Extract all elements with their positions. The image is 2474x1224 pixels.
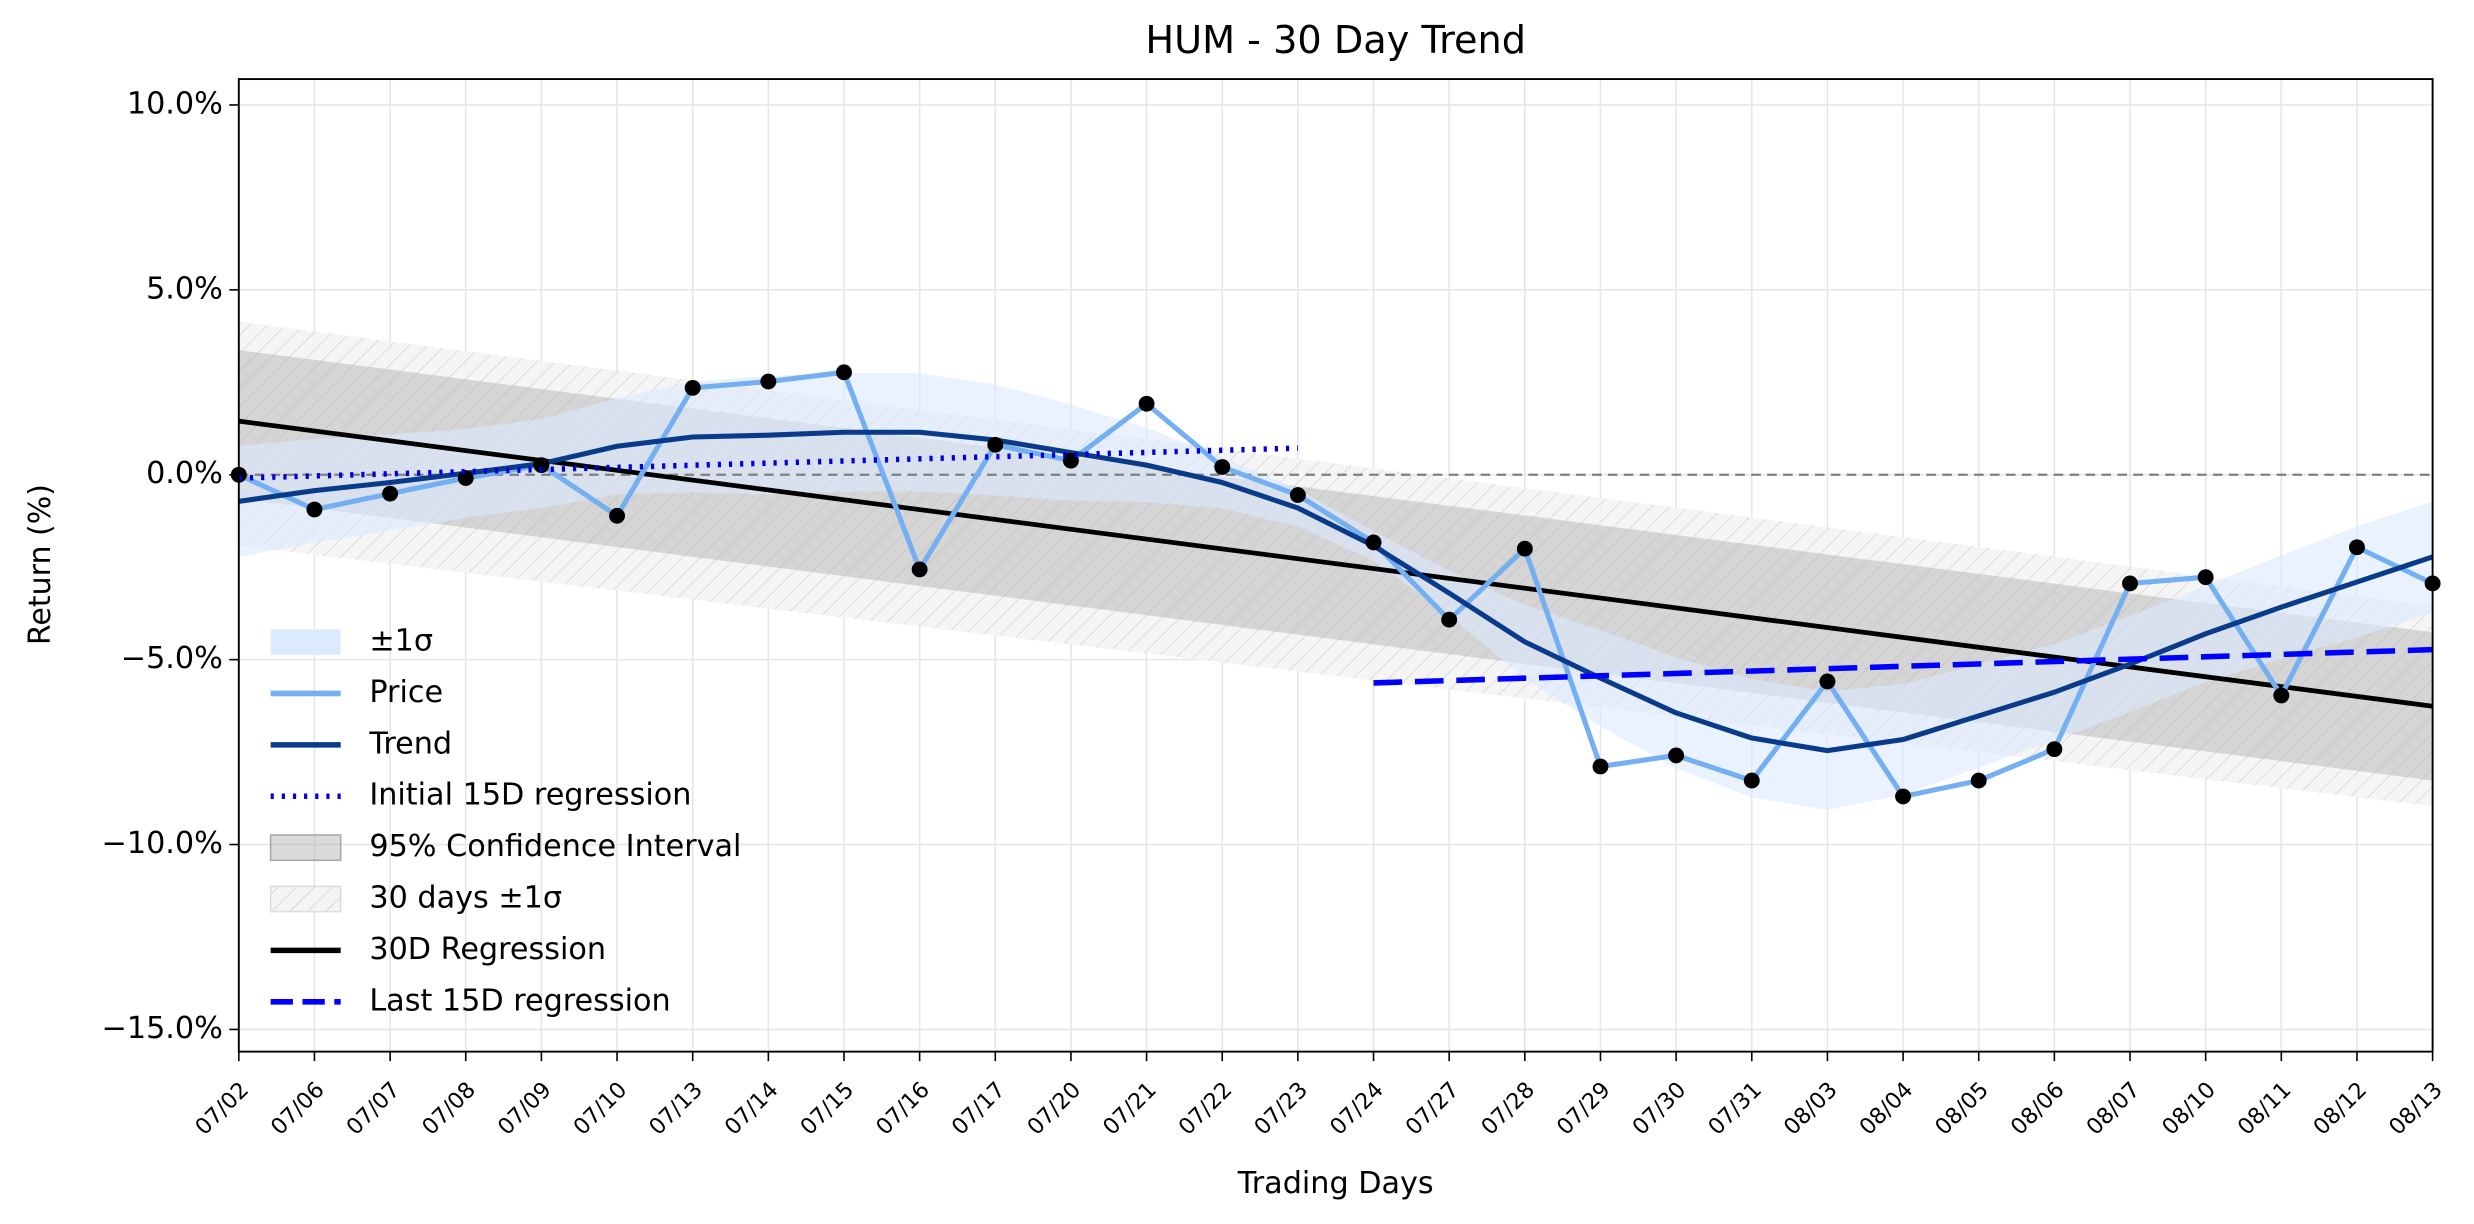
- legend-swatch: [269, 885, 342, 913]
- y-axis-label: Return (%): [23, 484, 58, 645]
- data-point: [1138, 395, 1155, 412]
- x-tick-label: 07/23: [1249, 1077, 1313, 1140]
- x-tick-label: 07/13: [644, 1077, 708, 1140]
- y-tick-label: 0.0%: [146, 456, 223, 491]
- data-point: [1970, 772, 1987, 789]
- y-tick-label: −10.0%: [102, 826, 223, 861]
- x-tick-label: 07/02: [190, 1077, 254, 1140]
- regression-line: [238, 418, 2433, 709]
- data-point: [2348, 539, 2365, 556]
- regression-line: [1373, 646, 2433, 686]
- data-point: [1819, 673, 1836, 690]
- data-point: [760, 373, 777, 390]
- legend-label: Price: [369, 675, 443, 710]
- x-tick-label: 08/03: [1779, 1077, 1843, 1140]
- data-point: [533, 457, 550, 474]
- x-tick-label: 07/22: [1174, 1077, 1238, 1140]
- data-point: [1743, 772, 1760, 789]
- y-tick-label: 10.0%: [127, 87, 223, 122]
- data-point: [2122, 575, 2138, 592]
- legend-swatch: [269, 834, 342, 862]
- data-point: [1668, 747, 1685, 764]
- x-tick-label: 07/27: [1401, 1077, 1465, 1140]
- legend-label: 30 days ±1σ: [369, 881, 562, 916]
- legend-label: ±1σ: [369, 624, 433, 659]
- regression-line: [238, 445, 1298, 481]
- series-line: [237, 369, 2434, 800]
- x-tick-label: 07/30: [1628, 1077, 1692, 1140]
- x-tick-label: 08/06: [2006, 1077, 2070, 1140]
- x-tick-label: 07/06: [266, 1077, 330, 1140]
- x-tick-label: 07/10: [568, 1077, 632, 1140]
- x-tick-label: 07/07: [341, 1077, 405, 1140]
- plot-frame: [237, 78, 2434, 1053]
- x-tick-label: 08/13: [2384, 1077, 2448, 1140]
- data-point: [2046, 741, 2063, 758]
- x-tick-label: 07/28: [1476, 1077, 1540, 1140]
- x-tick-label: 08/04: [1854, 1077, 1918, 1140]
- legend-label: 30D Regression: [369, 932, 606, 967]
- series-line: [238, 429, 2434, 754]
- legend-label: Last 15D regression: [369, 983, 670, 1018]
- x-tick-label: 07/09: [493, 1077, 557, 1140]
- x-tick-label: 07/16: [871, 1077, 935, 1140]
- y-tick-label: −15.0%: [102, 1011, 223, 1046]
- x-tick-label: 07/24: [1325, 1077, 1389, 1140]
- legend-swatch: [270, 629, 341, 655]
- x-tick-label: 07/29: [1552, 1077, 1616, 1140]
- legend-label: Initial 15D regression: [369, 778, 691, 813]
- data-point: [1592, 758, 1609, 775]
- legend-label: 95% Confidence Interval: [369, 829, 741, 864]
- data-point: [1365, 534, 1382, 551]
- data-point: [1441, 611, 1458, 628]
- x-tick-label: 07/14: [720, 1077, 784, 1140]
- data-point: [911, 561, 928, 578]
- y-tick-label: 5.0%: [146, 271, 223, 306]
- data-point: [684, 379, 701, 396]
- data-point: [1516, 540, 1533, 557]
- y-tick-label: −5.0%: [121, 641, 223, 676]
- data-point: [457, 470, 474, 486]
- x-tick-label: 07/21: [1098, 1077, 1162, 1140]
- x-tick-label: 08/10: [2157, 1077, 2221, 1140]
- x-tick-label: 08/11: [2233, 1077, 2297, 1140]
- data-point: [836, 364, 852, 381]
- data-point: [306, 501, 323, 518]
- x-tick-label: 07/20: [1022, 1077, 1086, 1140]
- data-point: [609, 507, 626, 524]
- data-point: [987, 436, 1004, 453]
- data-point: [2273, 687, 2290, 704]
- data-point: [2197, 569, 2214, 586]
- x-tick-label: 07/17: [947, 1077, 1011, 1140]
- x-axis-label: Trading Days: [1237, 1166, 1434, 1201]
- data-point: [382, 485, 399, 502]
- x-tick-label: 07/15: [795, 1077, 859, 1140]
- x-tick-label: 07/31: [1703, 1077, 1767, 1140]
- data-point: [1289, 487, 1306, 503]
- x-tick-label: 08/07: [2081, 1077, 2145, 1140]
- chart-title: HUM - 30 Day Trend: [1145, 18, 1526, 62]
- sigma-band: [238, 373, 2433, 810]
- x-tick-label: 08/12: [2308, 1077, 2372, 1140]
- x-tick-label: 08/05: [1930, 1077, 1994, 1140]
- data-point: [1214, 459, 1231, 475]
- data-point: [1895, 788, 1912, 805]
- x-tick-label: 07/08: [417, 1077, 481, 1140]
- legend-label: Trend: [368, 726, 452, 761]
